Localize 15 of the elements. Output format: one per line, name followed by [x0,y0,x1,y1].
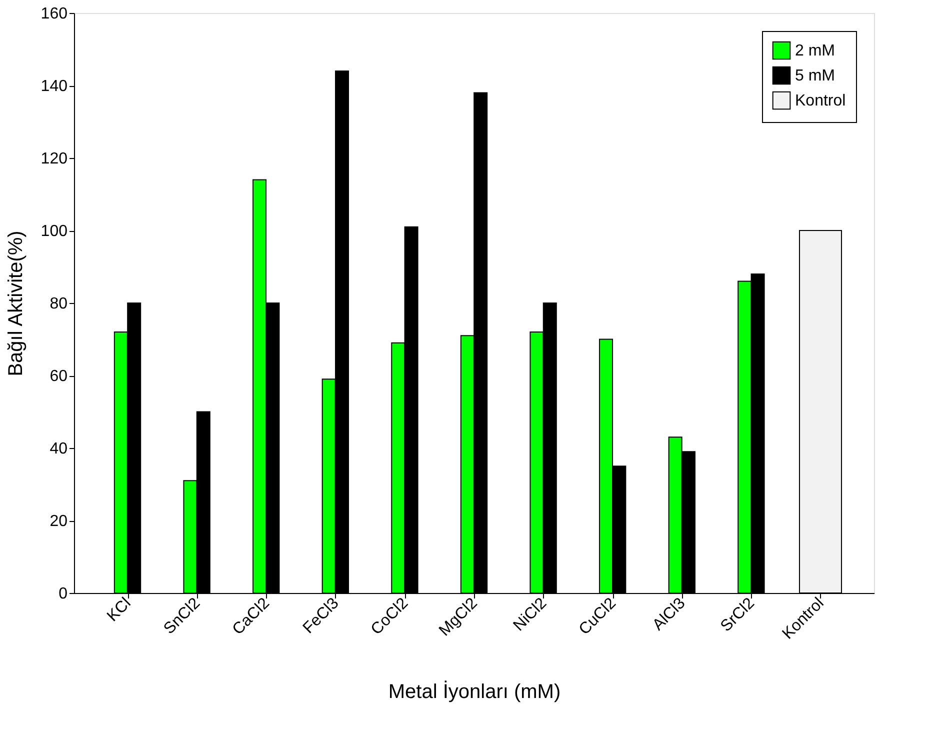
y-tick-label: 100 [40,223,68,240]
x-axis-title: Metal İyonları (mM) [388,680,561,704]
y-tick-label: 80 [50,296,68,312]
y-tick-label: 0 [58,586,68,602]
legend-label: Kontrol [795,92,846,110]
y-tick-label: 160 [40,6,68,22]
y-tick-label: 60 [50,368,68,385]
y-tick-label: 120 [40,150,68,168]
y-tick-label: 40 [50,440,68,458]
legend-label: 5 mM [795,68,835,84]
y-tick-label: 140 [40,78,68,95]
y-axis-title: Bağıl Aktivite(%) [4,230,27,376]
legend-label: 2 mM [795,42,835,60]
x-tick-label: KCl [104,594,134,626]
y-tick-label: 20 [50,513,68,530]
